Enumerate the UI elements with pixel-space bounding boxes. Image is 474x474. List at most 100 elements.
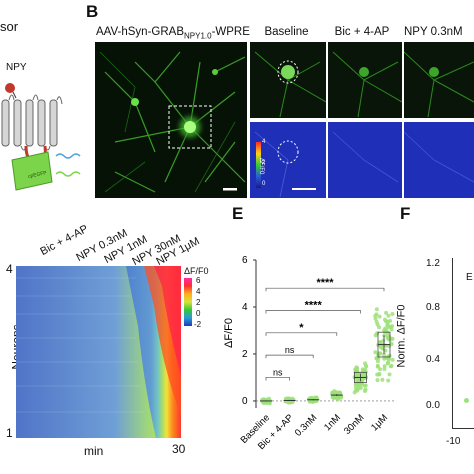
roi-box — [168, 105, 212, 149]
thumb-npy-green — [404, 42, 474, 118]
e-category-label: 0.3nM — [293, 412, 320, 439]
panel-f-ytick-12: 1.2 — [426, 258, 440, 269]
panel-f-point — [464, 398, 469, 403]
e-data-point — [375, 378, 380, 383]
hm-cbar-tick-2: 2 — [196, 298, 201, 307]
e-data-point — [382, 364, 387, 369]
e-data-point — [388, 325, 393, 330]
cpegfp-barrel — [11, 151, 53, 191]
e-data-point — [363, 367, 368, 372]
e-sig-label: ns — [285, 345, 295, 355]
e-data-point — [373, 350, 378, 355]
excitation-wave — [55, 171, 81, 177]
e-data-point — [378, 340, 383, 345]
e-data-point — [353, 382, 358, 387]
panel-a-title-fragment: sor — [0, 19, 19, 34]
title-sub: NPY1.0 — [184, 31, 212, 41]
e-data-point — [354, 368, 359, 373]
e-data-point — [385, 322, 390, 327]
heatmap-xtick-right: 30 — [172, 442, 186, 456]
thumb-baseline-ratio — [250, 122, 326, 198]
e-data-point — [374, 319, 379, 324]
e-sig-label: **** — [316, 277, 334, 289]
e-data-point — [382, 366, 387, 371]
panel-f-ylabel: Norm. ΔF/F0 — [395, 304, 408, 368]
col-title-npy03: NPY 0.3nM — [404, 26, 463, 38]
e-data-point — [375, 372, 380, 377]
e-sig-label: **** — [305, 300, 323, 312]
e-data-point — [390, 312, 395, 317]
heatmap-ytick-bottom: 1 — [6, 426, 13, 440]
thumb-bic-ratio — [328, 122, 402, 198]
e-data-point — [362, 383, 367, 388]
hm-cbar-tick-6: 6 — [196, 276, 201, 285]
panel-f-xaxis — [452, 428, 474, 429]
hm-cbar-tick-m2: -2 — [194, 320, 202, 329]
e-category-label: 1μM — [369, 412, 390, 433]
title-end: -WPRE — [211, 26, 250, 38]
e-ytick-label: 0 — [242, 396, 248, 407]
panel-f-ytick-00: 0.0 — [426, 400, 440, 411]
e-data-point — [385, 333, 390, 338]
e-data-point — [383, 348, 388, 353]
e-ytick-label: 6 — [242, 255, 248, 266]
e-data-point — [390, 357, 395, 362]
e-box — [377, 331, 391, 358]
thumb-baseline-green — [250, 42, 326, 118]
e-data-point — [387, 372, 392, 377]
npy-ligand — [5, 83, 15, 93]
e-sig-bracket — [265, 354, 314, 359]
e-sig-bracket — [265, 287, 385, 292]
panel-b-colorbar — [256, 142, 261, 188]
membrane-helices — [1, 99, 58, 147]
e-data-point — [374, 307, 379, 312]
thumb-bic-green — [328, 42, 402, 118]
panel-f-axis — [452, 258, 453, 428]
cell-outline — [277, 60, 299, 84]
panel-b-cbar-label: ΔF/F0 — [258, 158, 264, 175]
hm-cbar-tick-0: 0 — [196, 309, 201, 318]
col-title-baseline: Baseline — [264, 26, 309, 38]
e-data-point — [362, 389, 367, 394]
e-category-label: 1nM — [322, 412, 343, 433]
e-sig-bracket — [265, 377, 290, 381]
e-data-point — [386, 313, 391, 318]
panel-b-cbar-tick-2: 2 — [262, 160, 266, 166]
heatmap — [16, 266, 181, 438]
e-data-point — [356, 386, 361, 391]
e-data-point — [291, 397, 296, 402]
heatmap-ytick-top: 4 — [6, 262, 13, 276]
e-data-point — [375, 364, 380, 369]
e-data-point — [286, 396, 291, 401]
heatmap-colorbar — [184, 278, 192, 326]
panel-b-letter: B — [86, 2, 99, 21]
e-data-point — [386, 378, 391, 383]
heatmap-xlabel: min — [84, 444, 104, 458]
col-title-bic: Bic + 4-AP — [334, 26, 390, 38]
e-sig-bracket — [265, 332, 338, 336]
e-sig-label: ns — [273, 367, 283, 377]
panel-b-cbar-tick-4: 4 — [262, 139, 266, 145]
e-ytick-label: 2 — [242, 349, 248, 360]
e-data-point — [378, 367, 383, 372]
e-data-point — [384, 355, 389, 360]
e-data-point — [383, 326, 388, 331]
e-data-point — [363, 361, 368, 366]
e-data-point — [384, 310, 389, 315]
thumb-npy-ratio — [404, 122, 474, 198]
hm-cbar-tick-4: 4 — [196, 287, 201, 296]
micrograph-neurons — [95, 42, 247, 198]
e-ytick-label: 4 — [242, 302, 248, 313]
e-data-point — [389, 363, 394, 368]
e-data-point — [261, 397, 266, 402]
title-main: AAV-hSyn-GRAB — [96, 26, 184, 38]
e-data-point — [376, 355, 381, 360]
e-data-point — [377, 314, 382, 319]
e-category-label: 30nM — [342, 412, 367, 437]
panel-b-cbar-tick-0: 0 — [262, 181, 266, 187]
e-data-point — [388, 318, 393, 323]
e-box — [354, 371, 367, 383]
e-data-point — [373, 314, 378, 319]
e-data-point — [385, 361, 390, 366]
